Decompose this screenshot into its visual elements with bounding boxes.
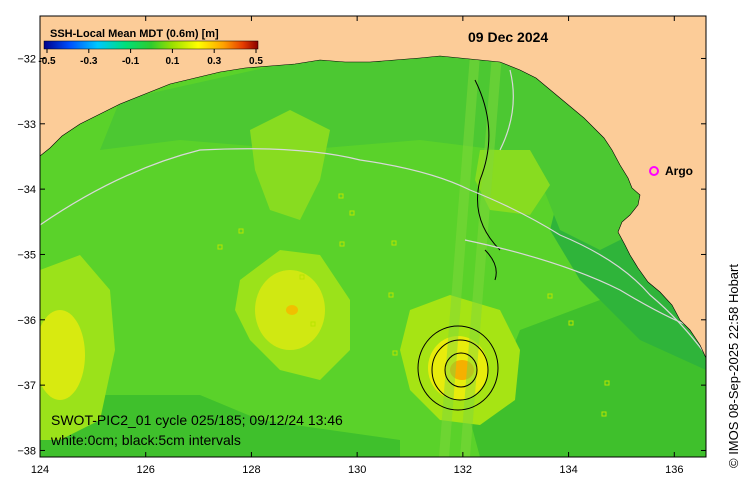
colorbar-ticks: -0.5 -0.3 -0.1 0.1 0.3 0.5 bbox=[38, 49, 263, 67]
float-markers bbox=[217, 193, 610, 417]
imos-credit: © IMOS 08-Sep-2025 22:58 Hobart bbox=[726, 264, 741, 468]
x-tick-label: 132 bbox=[454, 464, 472, 476]
ssh-core-center-peak bbox=[286, 305, 298, 315]
x-tick-label: 124 bbox=[31, 464, 49, 476]
colorbar-tick-label: -0.3 bbox=[80, 56, 98, 67]
x-tick-label: 134 bbox=[559, 464, 577, 476]
contour-annotation: white:0cm; black:5cm intervals bbox=[50, 432, 241, 448]
argo-marker bbox=[649, 166, 659, 176]
y-tick-label: −33 bbox=[17, 119, 36, 131]
colorbar-tick-label: 0.1 bbox=[165, 56, 179, 67]
colorbar: SSH-Local Mean MDT (0.6m) [m] -0.5 -0.3 -0… bbox=[38, 28, 263, 67]
map-plot-area: Argo bbox=[40, 16, 706, 457]
colorbar-tick-label: 0.5 bbox=[249, 56, 263, 67]
y-tick-label: −36 bbox=[17, 315, 36, 327]
colorbar-gradient bbox=[43, 40, 259, 50]
swot-annotation: SWOT-PIC2_01 cycle 025/185; 09/12/24 13:… bbox=[51, 412, 343, 428]
y-tick-label: −32 bbox=[17, 53, 36, 65]
x-tick-label: 128 bbox=[242, 464, 260, 476]
y-tick-label: −37 bbox=[17, 380, 36, 392]
colorbar-tick-label: 0.3 bbox=[207, 56, 221, 67]
colorbar-tick-label: -0.1 bbox=[122, 56, 140, 67]
map-frame bbox=[39, 15, 707, 458]
ssh-high-north bbox=[250, 110, 330, 220]
y-tick-label: −34 bbox=[17, 184, 36, 196]
ssh-core-west bbox=[40, 310, 85, 400]
ssh-high-north2 bbox=[475, 150, 550, 215]
x-tick-label: 126 bbox=[137, 464, 155, 476]
ssh-low-region-coast bbox=[100, 40, 640, 250]
colorbar-tick-label: -0.5 bbox=[38, 56, 56, 67]
contours-white bbox=[40, 69, 706, 356]
x-tick-label: 130 bbox=[348, 464, 366, 476]
y-tick-label: −38 bbox=[17, 445, 36, 457]
y-axis: −32 −33 −34 −35 −36 −37 −38 bbox=[17, 53, 706, 457]
x-tick-label: 136 bbox=[665, 464, 683, 476]
argo-label: Argo bbox=[665, 164, 693, 178]
y-tick-label: −35 bbox=[17, 249, 36, 261]
land-australia bbox=[40, 16, 706, 359]
ssh-low-region-south bbox=[40, 395, 400, 457]
contours-black bbox=[417, 79, 501, 411]
map-date: 09 Dec 2024 bbox=[468, 29, 548, 45]
x-axis: 124 126 128 130 132 134 136 bbox=[31, 16, 683, 476]
colorbar-title: SSH-Local Mean MDT (0.6m) [m] bbox=[50, 28, 219, 40]
